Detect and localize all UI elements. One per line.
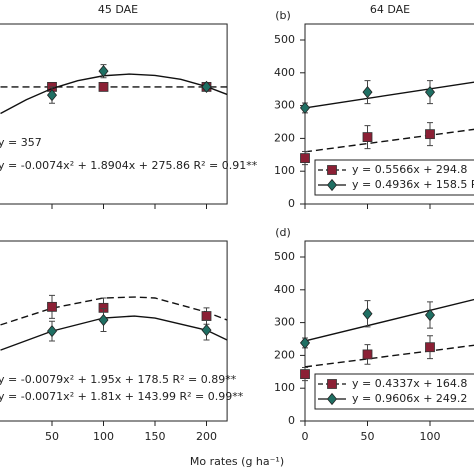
- y-tick-label: 300: [274, 316, 295, 329]
- legend-label: y = -0.0079x² + 1.95x + 178.5 R² = 0.89*…: [0, 373, 237, 386]
- fit-line: [304, 298, 474, 342]
- square-marker: [362, 132, 373, 142]
- x-tick-label: 100: [93, 430, 114, 443]
- diamond-marker: [98, 313, 109, 327]
- y-tick-label: 0: [288, 197, 295, 210]
- diamond-marker: [201, 80, 212, 94]
- legend-label: y = 0.5566x + 294.8: [352, 163, 467, 176]
- square-marker: [425, 129, 435, 140]
- y-tick-label: 400: [274, 283, 295, 296]
- x-tick-label: 0: [302, 430, 309, 443]
- square-marker: [98, 82, 109, 92]
- y-tick-label: 500: [274, 250, 295, 263]
- plot-frame: [304, 240, 474, 422]
- legend-label: y = 0.4936x + 158.5 R: [352, 178, 474, 191]
- y-tick-label: 200: [274, 131, 295, 144]
- diamond-marker: [362, 307, 373, 320]
- diamond-marker: [362, 86, 373, 99]
- diamond-marker: [424, 308, 436, 322]
- diamond-marker: [46, 324, 58, 338]
- legend-marker: [326, 392, 338, 406]
- diamond-marker: [98, 65, 109, 78]
- legend-label: y = 0.9606x + 249.2: [352, 392, 467, 405]
- y-tick-label: 100: [274, 381, 295, 394]
- fit-line: [304, 344, 474, 368]
- legend-label: y = 0.4337x + 164.8: [352, 377, 467, 390]
- diamond-marker: [46, 88, 58, 102]
- legend-marker: [327, 379, 337, 389]
- square-marker: [201, 311, 212, 321]
- legend-label: y = -0.0074x² + 1.8904x + 275.86 R² = 0.…: [0, 159, 258, 172]
- x-axis-label: Mo rates (g ha⁻¹): [190, 455, 284, 468]
- diamond-marker: [424, 86, 436, 99]
- panel-label: (b): [275, 9, 291, 22]
- legend-box: [314, 373, 474, 410]
- diamond-marker: [299, 101, 311, 115]
- y-tick-label: 300: [274, 99, 295, 112]
- square-marker: [300, 153, 310, 163]
- plot-frame: [0, 240, 228, 422]
- y-tick-label: 100: [274, 164, 295, 177]
- x-tick-label: 150: [145, 430, 166, 443]
- plot-frame: [0, 23, 228, 205]
- square-marker: [362, 349, 373, 360]
- panel-title: 64 DAE: [370, 3, 410, 16]
- square-marker: [300, 369, 310, 379]
- fit-line: [304, 81, 474, 109]
- legend-marker: [327, 165, 337, 175]
- square-marker: [425, 342, 435, 353]
- x-tick-label: 50: [45, 430, 59, 443]
- fit-line: [0, 315, 228, 351]
- diamond-marker: [299, 336, 311, 350]
- fit-line: [0, 296, 228, 326]
- y-tick-label: 400: [274, 66, 295, 79]
- legend-box: [314, 159, 474, 196]
- square-marker: [47, 301, 57, 312]
- y-tick-label: 500: [274, 33, 295, 46]
- fit-line: [304, 128, 474, 153]
- y-tick-label: 200: [274, 348, 295, 361]
- legend-label: y = -0.0071x² + 1.81x + 143.99 R² = 0.99…: [0, 390, 244, 403]
- x-tick-label: 200: [196, 430, 217, 443]
- panel-label: (d): [275, 226, 291, 239]
- y-tick-label: 0: [288, 414, 295, 427]
- x-tick-label: 50: [361, 430, 375, 443]
- panel-title: 45 DAE: [98, 3, 138, 16]
- legend-label: y = 357: [0, 136, 42, 149]
- legend-marker: [326, 178, 338, 192]
- x-tick-label: 100: [420, 430, 441, 443]
- diamond-marker: [201, 324, 212, 337]
- fit-line: [0, 73, 228, 115]
